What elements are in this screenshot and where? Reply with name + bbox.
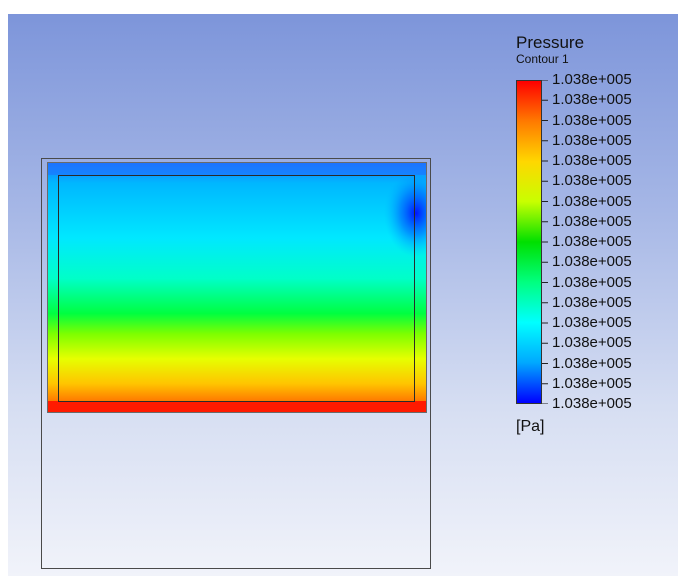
colorbar-tick-label: 1.038e+005 bbox=[552, 91, 632, 109]
colorbar-tick-label: 1.038e+005 bbox=[552, 233, 632, 250]
colorbar-tick-label: 1.038e+005 bbox=[552, 354, 632, 372]
colorbar-tick-label: 1.038e+005 bbox=[552, 374, 632, 392]
colorbar-tick-label: 1.038e+005 bbox=[552, 273, 632, 291]
colorbar-tick-label: 1.038e+005 bbox=[552, 314, 632, 331]
legend-unit: [Pa] bbox=[516, 418, 545, 435]
colorbar-tick-label: 1.038e+005 bbox=[552, 192, 632, 210]
colorbar-tick-label: 1.038e+005 bbox=[552, 293, 632, 311]
colorbar-tick-label: 1.038e+005 bbox=[552, 111, 632, 129]
legend-subtitle: Contour 1 bbox=[516, 52, 569, 66]
colorbar-tick-label: 1.038e+005 bbox=[552, 253, 632, 271]
colorbar-tick-label: 1.038e+005 bbox=[552, 395, 632, 412]
inner-boundary bbox=[58, 175, 415, 402]
top-edge-band bbox=[48, 163, 426, 175]
colorbar-ticks bbox=[542, 80, 548, 404]
graphics-viewport[interactable]: Pressure Contour 1 1.038e+005 1.038e+005 1… bbox=[8, 14, 678, 576]
colorbar bbox=[516, 80, 542, 404]
pressure-contour-field[interactable] bbox=[47, 162, 427, 413]
contour-gradient-fill bbox=[48, 163, 426, 412]
legend-title: Pressure bbox=[516, 33, 585, 52]
colorbar-tick-label: 1.038e+005 bbox=[552, 71, 632, 88]
contour-plot-svg bbox=[48, 163, 426, 412]
colorbar-tick-label: 1.038e+005 bbox=[552, 131, 632, 149]
bottom-edge-band bbox=[48, 401, 426, 412]
colorbar-tick-label: 1.038e+005 bbox=[552, 152, 632, 169]
low-pressure-region bbox=[384, 169, 426, 257]
colorbar-tick-labels: 1.038e+005 1.038e+005 1.038e+005 1.038e+005… bbox=[552, 72, 672, 412]
colorbar-tick-label: 1.038e+005 bbox=[552, 212, 632, 230]
colorbar-tick-label: 1.038e+005 bbox=[552, 172, 632, 190]
domain-outline bbox=[41, 158, 431, 569]
colorbar-tick-label: 1.038e+005 bbox=[552, 334, 632, 352]
